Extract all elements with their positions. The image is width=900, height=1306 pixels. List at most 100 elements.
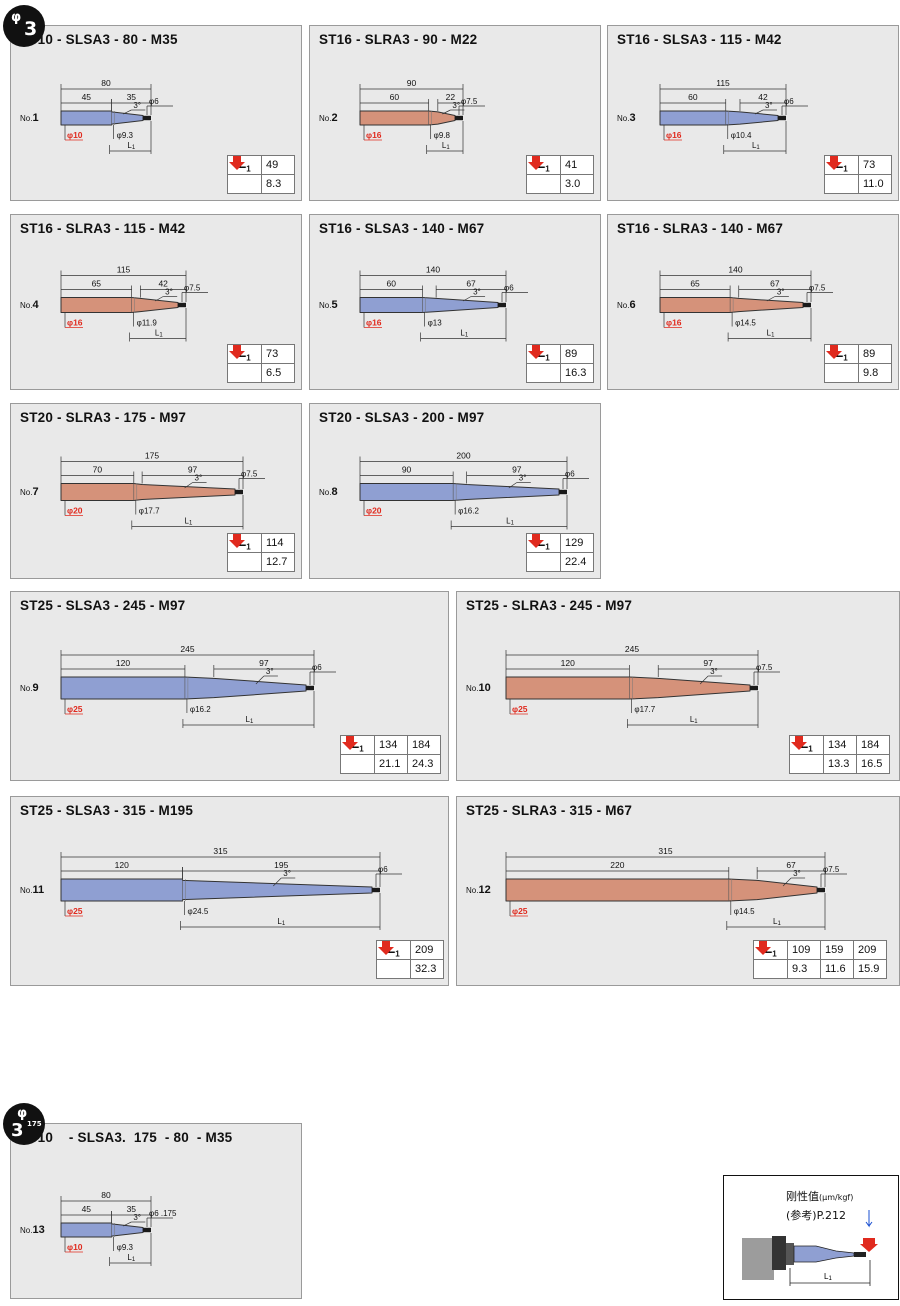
tool-body: [60, 676, 307, 700]
tool-drawing: 115 60 423° φ6 φ16 φ10.4L1 No.3: [617, 78, 808, 154]
dim-taper: 67: [786, 860, 796, 870]
rigidity-table: L120932.3: [376, 940, 444, 979]
dim-shank: 65: [690, 279, 700, 289]
tool-body: [359, 297, 499, 313]
dim-total: 175: [145, 451, 159, 461]
rigidity-value: 9.8: [858, 363, 892, 383]
tool-tip: [803, 302, 811, 308]
dim-taper: 195: [274, 860, 288, 870]
rigidity-value: 16.5: [856, 754, 890, 774]
rigidity-value: 24.3: [407, 754, 441, 774]
shank-diameter: φ16: [666, 318, 682, 328]
dim-shank: 70: [93, 465, 103, 475]
rigidity-arrow-icon: [227, 533, 262, 572]
tip-diameter: φ6 .175: [149, 1209, 177, 1218]
mid-diameter: φ24.5: [188, 907, 209, 916]
dim-shank: 90: [402, 465, 412, 475]
tool-panel-9: ST25 - SLSA3 - 245 - M97 245 120 97 3° φ6 φ25 φ…: [10, 591, 449, 781]
L1-dimension: L1: [460, 329, 468, 339]
legend-diagram: L1: [742, 1210, 878, 1286]
L1-dimension: L1: [690, 715, 698, 725]
angle-label: 3°: [165, 288, 173, 297]
rigidity-value: 8.3: [261, 174, 295, 194]
rigidity-value: 13.3: [823, 754, 857, 774]
dim-shank: 45: [82, 1204, 92, 1214]
rigidity-arrow-icon: [753, 940, 788, 979]
tool-tip: [559, 489, 567, 495]
shank-diameter: φ10: [67, 1242, 83, 1252]
tool-tip: [235, 489, 243, 495]
dim-shank: 120: [116, 658, 130, 668]
tool-tip: [306, 685, 314, 691]
rigidity-value: 12.7: [261, 552, 295, 572]
tip-diameter: φ7.5: [184, 284, 201, 293]
tool-number: No.1: [20, 112, 39, 124]
shank-diameter: φ20: [366, 506, 382, 516]
shank-diameter: φ25: [512, 906, 528, 916]
L1-value: 89: [858, 344, 892, 364]
tool-number: No.11: [20, 884, 44, 896]
dim-taper: 42: [158, 279, 168, 289]
tool-drawing: 115 65 423° φ7.5 φ16 φ11.9L1 No.4: [20, 265, 208, 342]
rigidity-arrow-icon: [227, 344, 262, 383]
mid-diameter: φ10.4: [731, 131, 752, 140]
tool-number: No.4: [20, 299, 39, 311]
rigidity-arrow-icon: [526, 344, 561, 383]
rigidity-table: L1498.3: [227, 155, 295, 194]
L1-value: 134: [374, 735, 408, 755]
tool-panel-5: ST16 - SLSA3 - 140 - M67 140 60 67 3° φ6 φ16 φ1…: [309, 214, 601, 390]
L1-value: 73: [261, 344, 295, 364]
rigidity-arrow-icon: [824, 155, 859, 194]
tip-diameter: φ6: [565, 470, 575, 479]
L1-dimension: L1: [442, 141, 450, 151]
rigidity-table: L113418413.316.5: [789, 735, 890, 774]
rigidity-arrow-icon: [227, 155, 262, 194]
L1-dimension: L1: [127, 1253, 135, 1263]
panel-title: ST20 - SLRA3 - 175 - M97: [20, 410, 187, 425]
tool-panel-13: ST10 - SLSA3. 175 - 80 - M35 80 45 35 3° φ6 .…: [10, 1123, 302, 1299]
dim-taper: 97: [512, 465, 522, 475]
mid-diameter: φ9.3: [117, 131, 134, 140]
shank-diameter: φ16: [366, 318, 382, 328]
tool-body: [359, 110, 456, 126]
tool-drawing: 245 120 973° φ6 φ25 φ16.2 L1 No.9: [20, 644, 336, 728]
tip-diameter: φ7.5: [461, 97, 478, 106]
L1-dimension: L1: [185, 517, 193, 527]
rigidity-arrow-icon: [824, 344, 859, 383]
section-badge-phi3: φ 3: [3, 5, 45, 47]
tool-number: No.6: [617, 299, 636, 311]
shank-diameter: φ16: [666, 130, 682, 140]
L1-dimension: L1: [752, 141, 760, 151]
tool-body: [60, 1222, 144, 1238]
mid-diameter: φ11.9: [137, 319, 158, 328]
shank-diameter: φ20: [67, 506, 83, 516]
rigidity-table: L1899.8: [824, 344, 892, 383]
tool-panel-2: ST16 - SLRA3 - 90 - M22 90 60 22 3° φ7.5 φ16 φ9…: [309, 25, 601, 201]
L1-value: 129: [560, 533, 594, 553]
panel-title: ST25 - SLSA3 - 245 - M97: [20, 598, 186, 613]
dim-shank: 120: [115, 860, 129, 870]
angle-label: 3°: [266, 667, 274, 676]
dim-total: 245: [180, 644, 194, 654]
rigidity-value: 22.4: [560, 552, 594, 572]
rigidity-arrow-icon: [340, 735, 375, 774]
dim-total: 80: [101, 78, 111, 88]
tool-panel-6: ST16 - SLRA3 - 140 - M67 140 65 67 3° φ7.5 φ16…: [607, 214, 899, 390]
angle-label: 3°: [195, 474, 203, 483]
tool-body: [359, 483, 560, 501]
angle-label: 3°: [710, 667, 718, 676]
panel-title: ST25 - SLSA3 - 315 - M195: [20, 803, 194, 818]
section-badge-phi3-175: φ 3 175: [3, 1103, 45, 1145]
tool-body: [505, 878, 818, 902]
tool-panel-10: ST25 - SLRA3 - 245 - M97 245 120 97 3° φ7.5 φ2…: [456, 591, 900, 781]
panel-title: ST16 - SLSA3 - 115 - M42: [617, 32, 782, 47]
L1-dimension: L1: [127, 141, 135, 151]
dim-total: 200: [456, 451, 470, 461]
panel-title: ST16 - SLRA3 - 140 - M67: [617, 221, 784, 236]
angle-label: 3°: [452, 101, 460, 110]
tool-number: No.9: [20, 682, 39, 694]
tool-panel-1: ST10 - SLSA3 - 80 - M35 80 45 35 3° φ6 φ10 φ9.3…: [10, 25, 302, 201]
L1-value: 134: [823, 735, 857, 755]
tip-diameter: φ6: [149, 97, 159, 106]
